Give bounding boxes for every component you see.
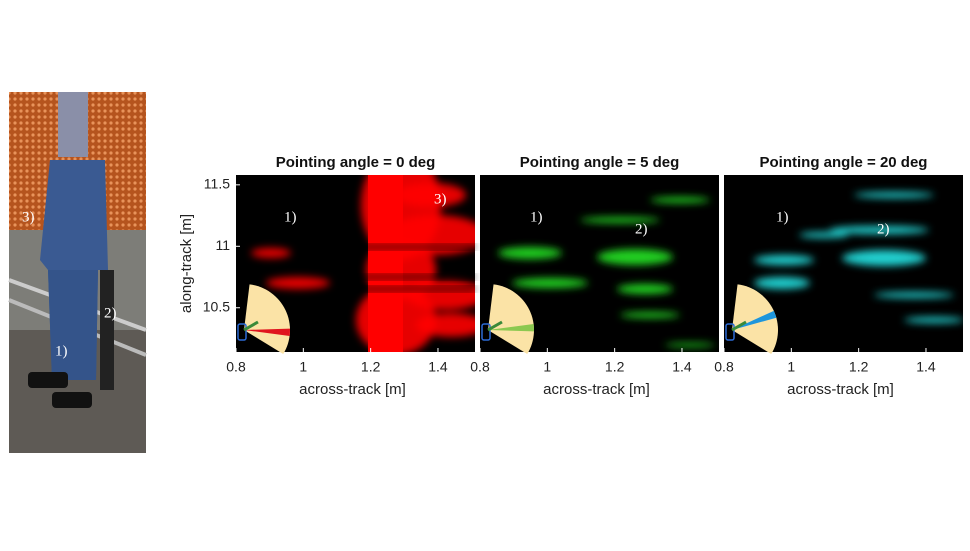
photo-label: 3): [22, 209, 35, 225]
x-tick-label: 0.8: [714, 359, 734, 375]
heat-blob: [396, 183, 466, 207]
x-tick-label: 1.4: [916, 359, 936, 375]
photo-label: 1): [55, 343, 68, 359]
heat-blob: [266, 277, 330, 289]
chart-title: Pointing angle = 0 deg: [276, 154, 436, 171]
heat-blobs: [498, 197, 715, 347]
fov-sector: [488, 284, 534, 355]
x-axis-label: across-track [m]: [299, 381, 406, 398]
x-tick-label: 1.2: [361, 359, 381, 375]
chart-title: Pointing angle = 20 deg: [760, 154, 928, 171]
heat-blob: [251, 248, 291, 258]
y-tick-label: 11: [215, 237, 230, 253]
heat-blob: [754, 277, 810, 289]
x-tick-label: 1.2: [605, 359, 625, 375]
annotation: 1): [530, 209, 543, 225]
annotation: 3): [434, 191, 447, 207]
fov-sector: [244, 284, 290, 355]
x-tick-label: 1.2: [849, 359, 869, 375]
heat-blob: [842, 250, 926, 266]
annotation: 2): [635, 221, 648, 237]
chart-title: Pointing angle = 5 deg: [520, 154, 680, 171]
fov-needle: [244, 328, 290, 336]
x-tick-label: 1.4: [428, 359, 448, 375]
y-tick-label: 10.5: [203, 298, 230, 314]
heat-blob: [386, 215, 475, 255]
x-tick-label: 1: [299, 359, 307, 375]
annotation: 1): [776, 209, 789, 225]
heat-blob: [854, 192, 934, 198]
sensor-icon: [725, 323, 735, 341]
x-tick-label: 0.8: [226, 359, 246, 375]
annotation: 2): [877, 221, 890, 237]
sensor-icon: [237, 323, 247, 341]
photo: [8, 92, 147, 453]
heat-blob: [512, 278, 588, 288]
heat-blob: [874, 292, 954, 298]
heat-blob: [829, 226, 929, 234]
fov-sector: [732, 284, 778, 355]
x-tick-label: 1: [787, 359, 795, 375]
sensor-arrow: [731, 320, 747, 332]
heat-blob: [597, 249, 673, 265]
photo-label: 2): [104, 305, 117, 321]
x-tick-label: 0.8: [470, 359, 490, 375]
heat-gap: [361, 287, 475, 291]
heat-blob: [498, 247, 562, 259]
x-tick-label: 1: [543, 359, 551, 375]
sensor-icon: [481, 323, 491, 341]
annotation: 1): [284, 209, 297, 225]
fov-needle: [488, 324, 534, 332]
heatmap-panel: 1) 3) Pointing angle = 0 deg 0.8 1 1.2 1.4 acro…: [178, 154, 475, 398]
heat-blob: [580, 217, 660, 223]
heatmap-panel: 1) 2) Pointing angle = 20 deg 0.8 1 1.2 1.4 acr…: [714, 154, 963, 398]
heat-gap: [361, 245, 475, 249]
heat-blob: [406, 280, 475, 310]
sensor-arrow: [243, 320, 259, 332]
heat-blob: [617, 284, 673, 294]
heat-blob: [799, 232, 849, 238]
heat-blob: [904, 317, 963, 323]
x-axis-label: across-track [m]: [787, 381, 894, 398]
heatmap-panel: 1) 2) Pointing angle = 5 deg 0.8 1 1.2 1.4 acro…: [470, 154, 719, 398]
sensor-arrow: [487, 320, 503, 332]
heat-block: [368, 175, 403, 352]
heat-blobs: [754, 192, 963, 323]
heat-blob: [650, 197, 710, 203]
y-tick-label: 11.5: [204, 176, 230, 192]
heat-blob: [754, 255, 814, 265]
heat-blob: [416, 313, 475, 337]
x-axis-label: across-track [m]: [543, 381, 650, 398]
heat-blob: [665, 343, 715, 347]
y-axis-label: along-track [m]: [178, 214, 195, 313]
heat-gap: [361, 275, 475, 279]
heat-blob: [620, 312, 680, 318]
x-tick-label: 1.4: [672, 359, 692, 375]
